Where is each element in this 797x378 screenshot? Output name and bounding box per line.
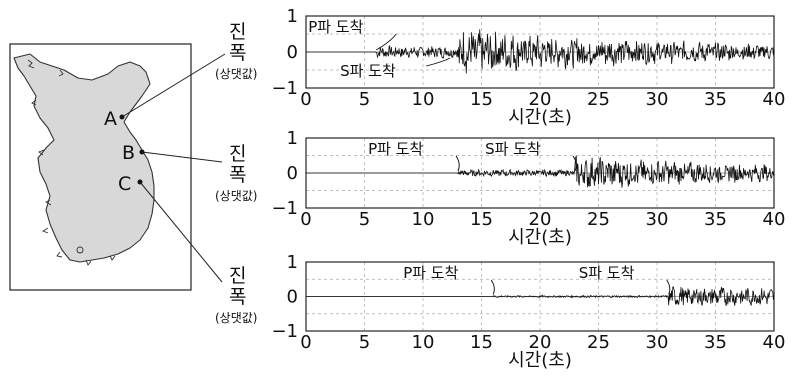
x-tick-label: 10 (412, 209, 435, 230)
side-label-c: 진 폭 (상댓값) (215, 265, 257, 325)
point-b-label: B (122, 142, 135, 164)
annotation-label: S파 도착 (485, 140, 541, 158)
x-tick-label: 5 (359, 89, 370, 110)
annotation-label: S파 도착 (579, 264, 635, 282)
amplitude-unit: (상댓값) (215, 67, 257, 81)
amplitude-char-2: 폭 (229, 286, 246, 308)
y-tick-label: −1 (271, 78, 298, 99)
map-panel: A B C (10, 44, 191, 290)
y-tick-label: −1 (271, 198, 298, 219)
x-tick-label: 35 (704, 209, 727, 230)
x-tick-label: 10 (412, 332, 435, 353)
annotation-label: P파 도착 (368, 140, 423, 158)
x-tick-label: 10 (412, 89, 435, 110)
annotation-pointer (491, 280, 494, 295)
point-c-label: C (118, 173, 131, 195)
x-tick-label: 15 (470, 89, 493, 110)
x-axis-label: 시간(초) (508, 107, 572, 128)
y-tick-label: 1 (287, 6, 298, 27)
annotation-label: P파 도착 (308, 18, 363, 36)
y-tick-label: 0 (287, 287, 298, 308)
x-tick-label: 5 (359, 332, 370, 353)
x-tick-label: 40 (763, 332, 786, 353)
side-label-b: 진 폭 (상댓값) (215, 143, 257, 203)
x-tick-label: 25 (587, 209, 610, 230)
x-tick-label: 30 (646, 332, 669, 353)
annotation-pointer (456, 156, 459, 171)
amplitude-char-1: 진 (229, 143, 246, 165)
y-tick-label: 1 (287, 252, 298, 273)
x-tick-label: 30 (646, 89, 669, 110)
x-tick-label: 0 (300, 209, 311, 230)
waveform-line (306, 287, 774, 306)
amplitude-char-1: 진 (229, 265, 246, 287)
x-tick-label: 0 (300, 89, 311, 110)
x-axis-label: 시간(초) (508, 227, 572, 248)
x-tick-label: 5 (359, 209, 370, 230)
amplitude-unit: (상댓값) (215, 189, 257, 203)
amplitude-unit: (상댓값) (215, 311, 257, 325)
x-tick-label: 15 (470, 209, 493, 230)
x-axis-label: 시간(초) (508, 350, 572, 371)
x-tick-label: 40 (763, 209, 786, 230)
annotation-pointer (376, 34, 396, 50)
amplitude-char-2: 폭 (229, 164, 246, 186)
side-label-a: 진 폭 (상댓값) (215, 21, 257, 81)
annotation-label: P파 도착 (403, 264, 458, 282)
amplitude-char-2: 폭 (229, 42, 246, 64)
y-tick-label: 0 (287, 163, 298, 184)
annotation-pointer (667, 280, 670, 295)
annotation-pointer (426, 58, 450, 66)
y-tick-label: −1 (271, 321, 298, 342)
x-tick-label: 25 (587, 89, 610, 110)
x-tick-label: 30 (646, 209, 669, 230)
y-tick-label: 0 (287, 42, 298, 63)
point-a-label: A (104, 108, 117, 130)
amplitude-char-1: 진 (229, 21, 246, 43)
x-tick-label: 35 (704, 332, 727, 353)
x-tick-label: 25 (587, 332, 610, 353)
annotation-label: S파 도착 (340, 62, 396, 80)
x-tick-label: 35 (704, 89, 727, 110)
y-tick-label: 1 (287, 128, 298, 149)
x-tick-label: 0 (300, 332, 311, 353)
x-tick-label: 40 (763, 89, 786, 110)
x-tick-label: 15 (470, 332, 493, 353)
